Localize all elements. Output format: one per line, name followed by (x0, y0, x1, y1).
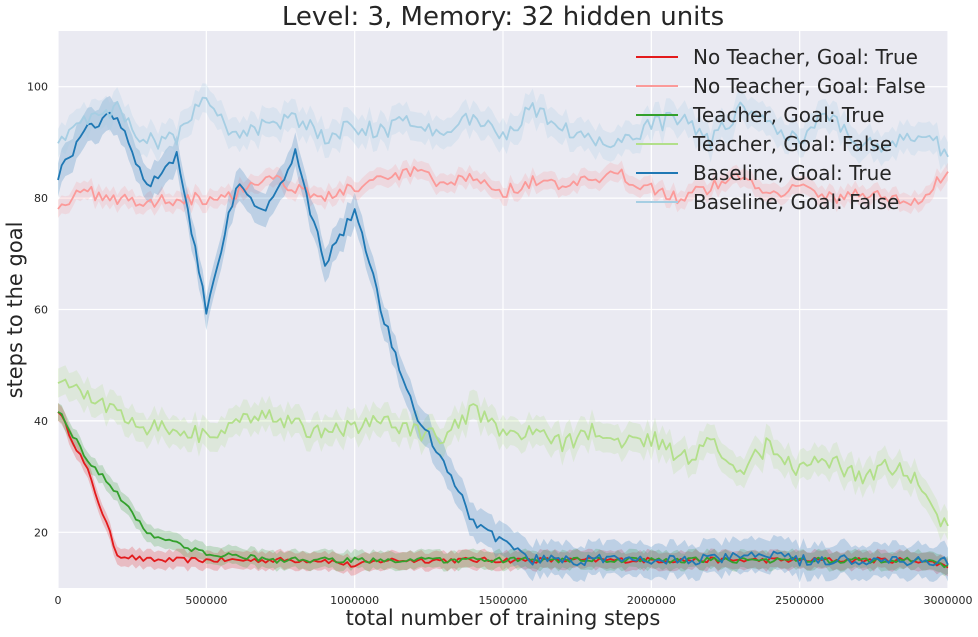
band-baseline-goal-false (58, 83, 948, 172)
x-tick-label: 2500000 (775, 594, 824, 607)
legend-item-teacher-goal-false: Teacher, Goal: False (636, 132, 892, 156)
x-tick-labels: 0 500000 1000000 1500000 2000000 2500000 30000… (55, 594, 973, 607)
x-axis-label: total number of training steps (345, 606, 661, 630)
legend-label: No Teacher, Goal: True (693, 45, 918, 69)
x-tick-label: 3000000 (924, 594, 973, 607)
line-baseline-goal-true (57, 111, 949, 567)
band-no-teacher-goal-false (58, 158, 948, 218)
y-tick-label: 40 (34, 415, 48, 428)
x-tick-label: 500000 (185, 594, 227, 607)
x-tick-label: 2000000 (627, 594, 676, 607)
band-teacher-goal-false (58, 365, 948, 541)
series-lines (57, 96, 949, 569)
x-tick-label: 1000000 (330, 594, 379, 607)
line-teacher-goal-true (57, 411, 949, 569)
line-baseline-goal-false (57, 96, 949, 158)
x-tick-label: 0 (55, 594, 62, 607)
chart-title: Level: 3, Memory: 32 hidden units (281, 2, 725, 32)
legend-label: Teacher, Goal: False (692, 132, 892, 156)
legend-item-baseline-goal-false: Baseline, Goal: False (636, 190, 899, 214)
y-tick-label: 80 (34, 192, 48, 205)
line-teacher-goal-false (57, 378, 949, 528)
y-tick-label: 20 (34, 526, 48, 539)
legend-label: No Teacher, Goal: False (693, 74, 926, 98)
y-tick-label: 60 (34, 304, 48, 317)
legend-label: Baseline, Goal: True (693, 161, 892, 185)
legend-item-baseline-goal-true: Baseline, Goal: True (636, 161, 892, 185)
y-tick-label: 100 (27, 81, 48, 94)
y-tick-labels: 20 40 60 80 100 (27, 81, 48, 540)
x-tick-label: 1500000 (479, 594, 528, 607)
legend: No Teacher, Goal: True No Teacher, Goal: … (636, 45, 926, 214)
legend-item-no-teacher-goal-true: No Teacher, Goal: True (636, 45, 918, 69)
legend-label: Baseline, Goal: False (693, 190, 899, 214)
legend-item-teacher-goal-true: Teacher, Goal: True (636, 103, 884, 127)
legend-label: Teacher, Goal: True (692, 103, 884, 127)
line-no-teacher-goal-false (57, 166, 949, 210)
legend-item-no-teacher-goal-false: No Teacher, Goal: False (636, 74, 926, 98)
